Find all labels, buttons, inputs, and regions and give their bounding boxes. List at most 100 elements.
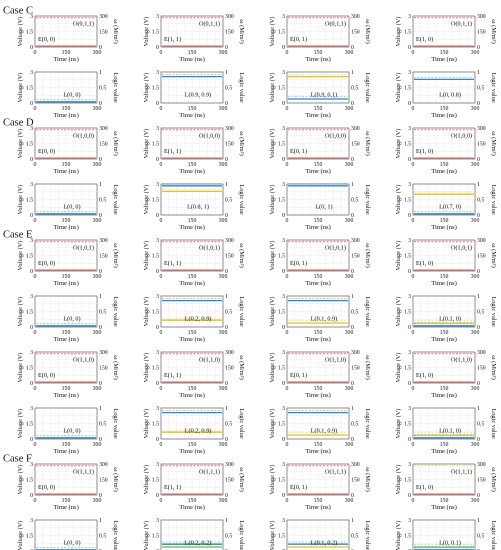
panel-input-output: O(1,0,0) E(0, 0) 3 1.5 0 Voltage (V) 300 150 0 ω … — [17, 126, 119, 175]
output-series-label: O(1,1,0) — [451, 357, 472, 364]
right-axis-label: ω (M/m²) — [238, 467, 245, 491]
voltage-tick-label: 1.5 — [152, 86, 159, 92]
case-heading: Case E — [3, 229, 32, 240]
right-axis-label: ω (M/m²) — [238, 19, 245, 43]
right-axis-tick-label: 1 — [351, 182, 354, 188]
output-series-label: O(1,0,1) — [199, 245, 220, 252]
voltage-tick-label: 3 — [156, 406, 159, 412]
right-axis-tick-label: 0.5 — [351, 310, 358, 316]
input-series-label: E(1, 1) — [164, 36, 181, 43]
time-tick-label: 150 — [62, 498, 71, 504]
time-tick-label: 0 — [412, 330, 415, 336]
voltage-tick-label: 0 — [282, 101, 285, 107]
time-axis-label: Time (ns) — [431, 112, 457, 119]
voltage-axis-label: Voltage (V) — [395, 409, 402, 439]
time-tick-label: 150 — [314, 498, 323, 504]
output-series-label: O(1,1,0) — [325, 357, 346, 364]
voltage-tick-label: 3 — [156, 462, 159, 468]
voltage-axis-label: Voltage (V) — [269, 297, 276, 327]
voltage-tick-label: 1.5 — [152, 198, 159, 204]
output-series-label: O(1,1,1) — [325, 469, 346, 476]
time-tick-label: 150 — [188, 442, 197, 448]
time-tick-label: 150 — [62, 162, 71, 168]
time-axis-label: Time (ns) — [431, 280, 457, 287]
output-series-label: O(1,0,0) — [73, 133, 94, 140]
output-series-label: O(1,0,1) — [325, 245, 346, 252]
right-axis-tick-label: 300 — [99, 238, 108, 244]
voltage-axis-label: Voltage (V) — [269, 17, 276, 47]
right-axis-tick-label: 0 — [99, 101, 102, 107]
right-axis-tick-label: 0.5 — [99, 198, 106, 204]
panel-input-output: O(1,0,0) E(1, 0) 3 1.5 0 Voltage (V) 300 150 0 ω … — [395, 126, 497, 175]
voltage-tick-label: 0 — [156, 325, 159, 331]
input-series-label: E(1, 1) — [164, 148, 181, 155]
panel-logic: L(0.1, 0) 3 1.5 0 Voltage (V) 1 0.5 0 Logic valu… — [395, 406, 497, 455]
voltage-tick-label: 0 — [30, 157, 33, 163]
voltage-tick-label: 1.5 — [26, 310, 33, 316]
time-tick-label: 300 — [219, 442, 228, 448]
panel-input-output: O(1,1,0) E(0, 1) 3 1.5 0 Voltage (V) 300 150 0 ω … — [269, 350, 371, 399]
input-series-label: E(0, 1) — [290, 372, 307, 379]
voltage-tick-label: 3 — [408, 350, 411, 356]
voltage-tick-label: 1.5 — [152, 254, 159, 260]
time-tick-label: 300 — [93, 330, 102, 336]
time-tick-label: 300 — [471, 106, 480, 112]
time-axis-label: Time (ns) — [305, 448, 331, 455]
right-axis-label: Logic value — [112, 296, 119, 327]
right-axis-label: Logic value — [364, 408, 371, 439]
time-tick-label: 150 — [314, 218, 323, 224]
panel-logic: L(0.1, 0.9) 3 1.5 0 Voltage (V) 1 0.5 0 Logic va… — [269, 294, 371, 343]
voltage-tick-label: 1.5 — [404, 142, 411, 148]
voltage-tick-label: 3 — [282, 350, 285, 356]
right-axis-tick-label: 300 — [351, 14, 360, 20]
voltage-tick-label: 0 — [408, 157, 411, 163]
voltage-tick-label: 1.5 — [152, 142, 159, 148]
time-tick-label: 150 — [440, 498, 449, 504]
right-axis-tick-label: 0.5 — [99, 534, 106, 540]
voltage-axis-label: Voltage (V) — [269, 409, 276, 439]
time-axis-label: Time (ns) — [179, 168, 205, 175]
right-axis-label: Logic value — [238, 296, 245, 327]
right-axis-tick-label: 1 — [477, 518, 480, 524]
voltage-tick-label: 1.5 — [278, 366, 285, 372]
input-series-label: E(1, 0) — [416, 36, 433, 43]
time-tick-label: 150 — [188, 498, 197, 504]
right-axis-tick-label: 0.5 — [225, 86, 232, 92]
time-axis-label: Time (ns) — [53, 448, 79, 455]
right-axis-tick-label: 0 — [477, 381, 480, 387]
right-axis-label: ω (M/m²) — [112, 355, 119, 379]
voltage-tick-label: 3 — [408, 406, 411, 412]
right-axis-label: ω (M/m²) — [238, 355, 245, 379]
right-axis-tick-label: 1 — [99, 182, 102, 188]
right-axis-tick-label: 300 — [225, 350, 234, 356]
voltage-axis-label: Voltage (V) — [143, 185, 150, 215]
time-tick-label: 150 — [440, 106, 449, 112]
voltage-axis-label: Voltage (V) — [395, 73, 402, 103]
right-axis-tick-label: 300 — [225, 126, 234, 132]
voltage-tick-label: 3 — [282, 126, 285, 132]
right-axis-tick-label: 0 — [99, 493, 102, 499]
right-axis-tick-label: 0.5 — [477, 422, 484, 428]
voltage-axis-label: Voltage (V) — [17, 129, 24, 159]
voltage-axis-label: Voltage (V) — [143, 353, 150, 383]
time-tick-label: 150 — [188, 162, 197, 168]
time-tick-label: 0 — [286, 50, 289, 56]
time-tick-label: 300 — [219, 498, 228, 504]
right-axis-tick-label: 150 — [99, 366, 108, 372]
right-axis-tick-label: 0 — [477, 269, 480, 275]
right-axis-tick-label: 0 — [351, 381, 354, 387]
right-axis-tick-label: 0 — [225, 325, 228, 331]
voltage-tick-label: 1.5 — [152, 478, 159, 484]
panel-input-output: O(0,1,1) E(0, 1) 3 1.5 0 Voltage (V) 300 150 0 ω … — [269, 14, 371, 63]
time-tick-label: 150 — [440, 218, 449, 224]
time-tick-label: 0 — [412, 218, 415, 224]
time-axis-label: Time (ns) — [431, 448, 457, 455]
voltage-tick-label: 3 — [30, 14, 33, 20]
input-series-label: E(0, 0) — [38, 36, 55, 43]
right-axis-label: ω (M/m²) — [364, 131, 371, 155]
time-tick-label: 150 — [440, 442, 449, 448]
time-tick-label: 150 — [314, 274, 323, 280]
